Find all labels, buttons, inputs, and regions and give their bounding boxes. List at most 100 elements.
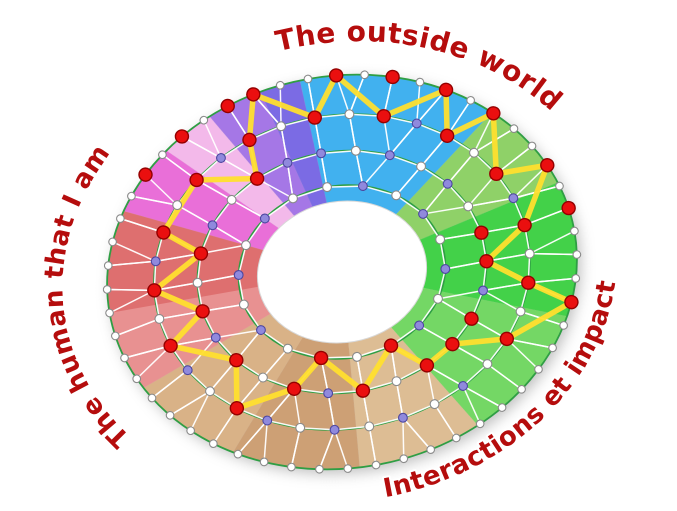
white-node: [343, 464, 353, 473]
white-node: [172, 200, 183, 211]
sector-green-mid: [390, 287, 568, 426]
white-node: [399, 454, 409, 464]
white-node: [241, 240, 251, 251]
purple-node: [357, 181, 368, 192]
purple-node: [256, 325, 266, 336]
purple-node: [282, 157, 293, 168]
white-node: [103, 261, 113, 270]
white-node: [426, 445, 436, 454]
white-node: [517, 384, 526, 394]
white-node: [295, 422, 306, 433]
white-node: [350, 145, 361, 156]
red-node: [499, 331, 515, 347]
white-node: [371, 460, 381, 470]
purple-node: [323, 388, 334, 399]
purple-node: [233, 270, 244, 280]
purple-node: [458, 381, 468, 391]
purple-node: [442, 178, 453, 189]
white-node: [559, 321, 568, 330]
red-node: [479, 254, 494, 269]
red-node: [242, 132, 257, 148]
white-node: [108, 237, 117, 247]
purple-node: [210, 332, 221, 343]
white-node: [433, 293, 443, 304]
red-node: [486, 106, 501, 121]
red-node: [489, 166, 504, 182]
purple-node: [150, 256, 161, 267]
purple-node: [440, 264, 451, 274]
white-node: [515, 306, 526, 317]
white-node: [429, 399, 440, 410]
red-node: [313, 350, 329, 366]
red-node: [307, 110, 322, 125]
red-node: [246, 87, 261, 102]
red-node: [385, 69, 400, 85]
white-node: [527, 141, 537, 151]
white-node: [360, 70, 369, 80]
white-node: [571, 274, 581, 283]
red-node: [163, 338, 178, 353]
red-node: [564, 294, 579, 310]
red-node: [383, 338, 399, 353]
white-node: [509, 124, 519, 134]
red-node: [195, 304, 210, 319]
white-node: [415, 77, 425, 87]
white-node: [364, 421, 375, 432]
white-node: [463, 201, 474, 212]
diagram-root: [102, 68, 582, 474]
white-node: [344, 109, 355, 120]
white-node: [572, 250, 582, 259]
white-node: [416, 161, 427, 172]
white-node: [238, 299, 249, 310]
red-node: [464, 311, 479, 326]
center-hole: [256, 200, 428, 344]
red-node: [474, 225, 489, 240]
white-node: [524, 248, 535, 259]
sector-purple: [209, 91, 313, 217]
white-node: [158, 150, 167, 160]
white-node: [276, 121, 287, 132]
white-node: [116, 214, 125, 223]
red-node: [156, 225, 171, 240]
white-node: [205, 386, 215, 397]
red-node: [147, 283, 162, 298]
white-node: [120, 353, 129, 363]
white-node: [475, 419, 485, 429]
purple-node: [329, 424, 340, 435]
purple-node: [262, 415, 273, 426]
red-node: [561, 200, 576, 216]
red-node: [220, 98, 235, 114]
purple-node: [411, 118, 422, 129]
purple-node: [384, 150, 395, 161]
purple-node: [259, 213, 270, 224]
red-node: [229, 401, 245, 416]
white-node: [233, 449, 243, 459]
white-node: [259, 457, 269, 467]
white-node: [315, 464, 324, 474]
white-node: [127, 191, 136, 201]
red-node: [419, 358, 435, 373]
white-node: [282, 343, 293, 354]
red-node: [174, 129, 190, 144]
white-node: [199, 115, 209, 125]
white-node: [451, 433, 461, 443]
white-node: [209, 439, 218, 448]
white-node: [132, 374, 142, 384]
sector-magenta: [123, 150, 279, 251]
purple-node: [397, 412, 408, 423]
sector-red-muted: [107, 210, 264, 313]
white-node: [275, 80, 285, 90]
white-node: [391, 190, 402, 201]
red-node: [189, 172, 204, 188]
red-node: [521, 275, 536, 290]
purple-node: [182, 365, 193, 376]
white-node: [287, 462, 296, 472]
white-node: [435, 234, 446, 245]
white-node: [322, 182, 332, 193]
white-node: [497, 403, 507, 412]
red-node: [438, 82, 454, 98]
red-node: [376, 108, 391, 124]
white-node: [111, 331, 120, 341]
sector-tan-mid: [143, 313, 303, 453]
